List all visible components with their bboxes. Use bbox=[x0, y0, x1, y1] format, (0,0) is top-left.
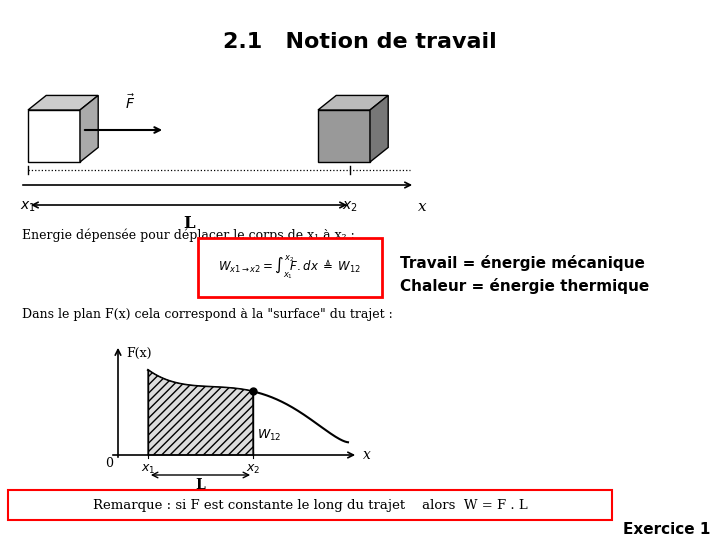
Text: x: x bbox=[418, 200, 427, 214]
Polygon shape bbox=[148, 370, 253, 455]
Text: $x_2$: $x_2$ bbox=[246, 463, 260, 476]
Text: Travail = énergie mécanique: Travail = énergie mécanique bbox=[400, 255, 645, 271]
Polygon shape bbox=[370, 96, 388, 162]
Text: 0: 0 bbox=[105, 457, 113, 470]
Polygon shape bbox=[318, 96, 388, 110]
Text: $W_{x1\rightarrow x2} = \int_{x_1}^{x_2}\!\!F.dx \;\triangleq\; W_{12}$: $W_{x1\rightarrow x2} = \int_{x_1}^{x_2}… bbox=[218, 254, 361, 281]
Polygon shape bbox=[80, 96, 98, 162]
Text: $x_2$: $x_2$ bbox=[342, 200, 358, 214]
Text: F(x): F(x) bbox=[126, 347, 151, 360]
Text: Exercice 1: Exercice 1 bbox=[623, 523, 710, 537]
Polygon shape bbox=[28, 110, 80, 162]
Text: x: x bbox=[363, 448, 371, 462]
Text: $x_1$: $x_1$ bbox=[20, 200, 36, 214]
Text: L: L bbox=[196, 478, 205, 492]
Text: $x_1$: $x_1$ bbox=[141, 463, 156, 476]
FancyBboxPatch shape bbox=[8, 490, 612, 520]
Polygon shape bbox=[28, 96, 98, 110]
Text: Energie dépensée pour déplacer le corps de x₁ à x₂ :: Energie dépensée pour déplacer le corps … bbox=[22, 228, 355, 241]
FancyBboxPatch shape bbox=[198, 238, 382, 297]
Text: $W_{12}$: $W_{12}$ bbox=[257, 428, 282, 443]
Text: Remarque : si F est constante le long du trajet    alors  W = F . L: Remarque : si F est constante le long du… bbox=[93, 498, 527, 511]
Text: Chaleur = énergie thermique: Chaleur = énergie thermique bbox=[400, 278, 649, 294]
Text: Dans le plan F(x) cela correspond à la "surface" du trajet :: Dans le plan F(x) cela correspond à la "… bbox=[22, 308, 392, 321]
Text: $\vec{F}$: $\vec{F}$ bbox=[125, 93, 135, 112]
Polygon shape bbox=[318, 110, 370, 162]
Text: L: L bbox=[183, 215, 195, 232]
Text: 2.1   Notion de travail: 2.1 Notion de travail bbox=[223, 32, 497, 52]
